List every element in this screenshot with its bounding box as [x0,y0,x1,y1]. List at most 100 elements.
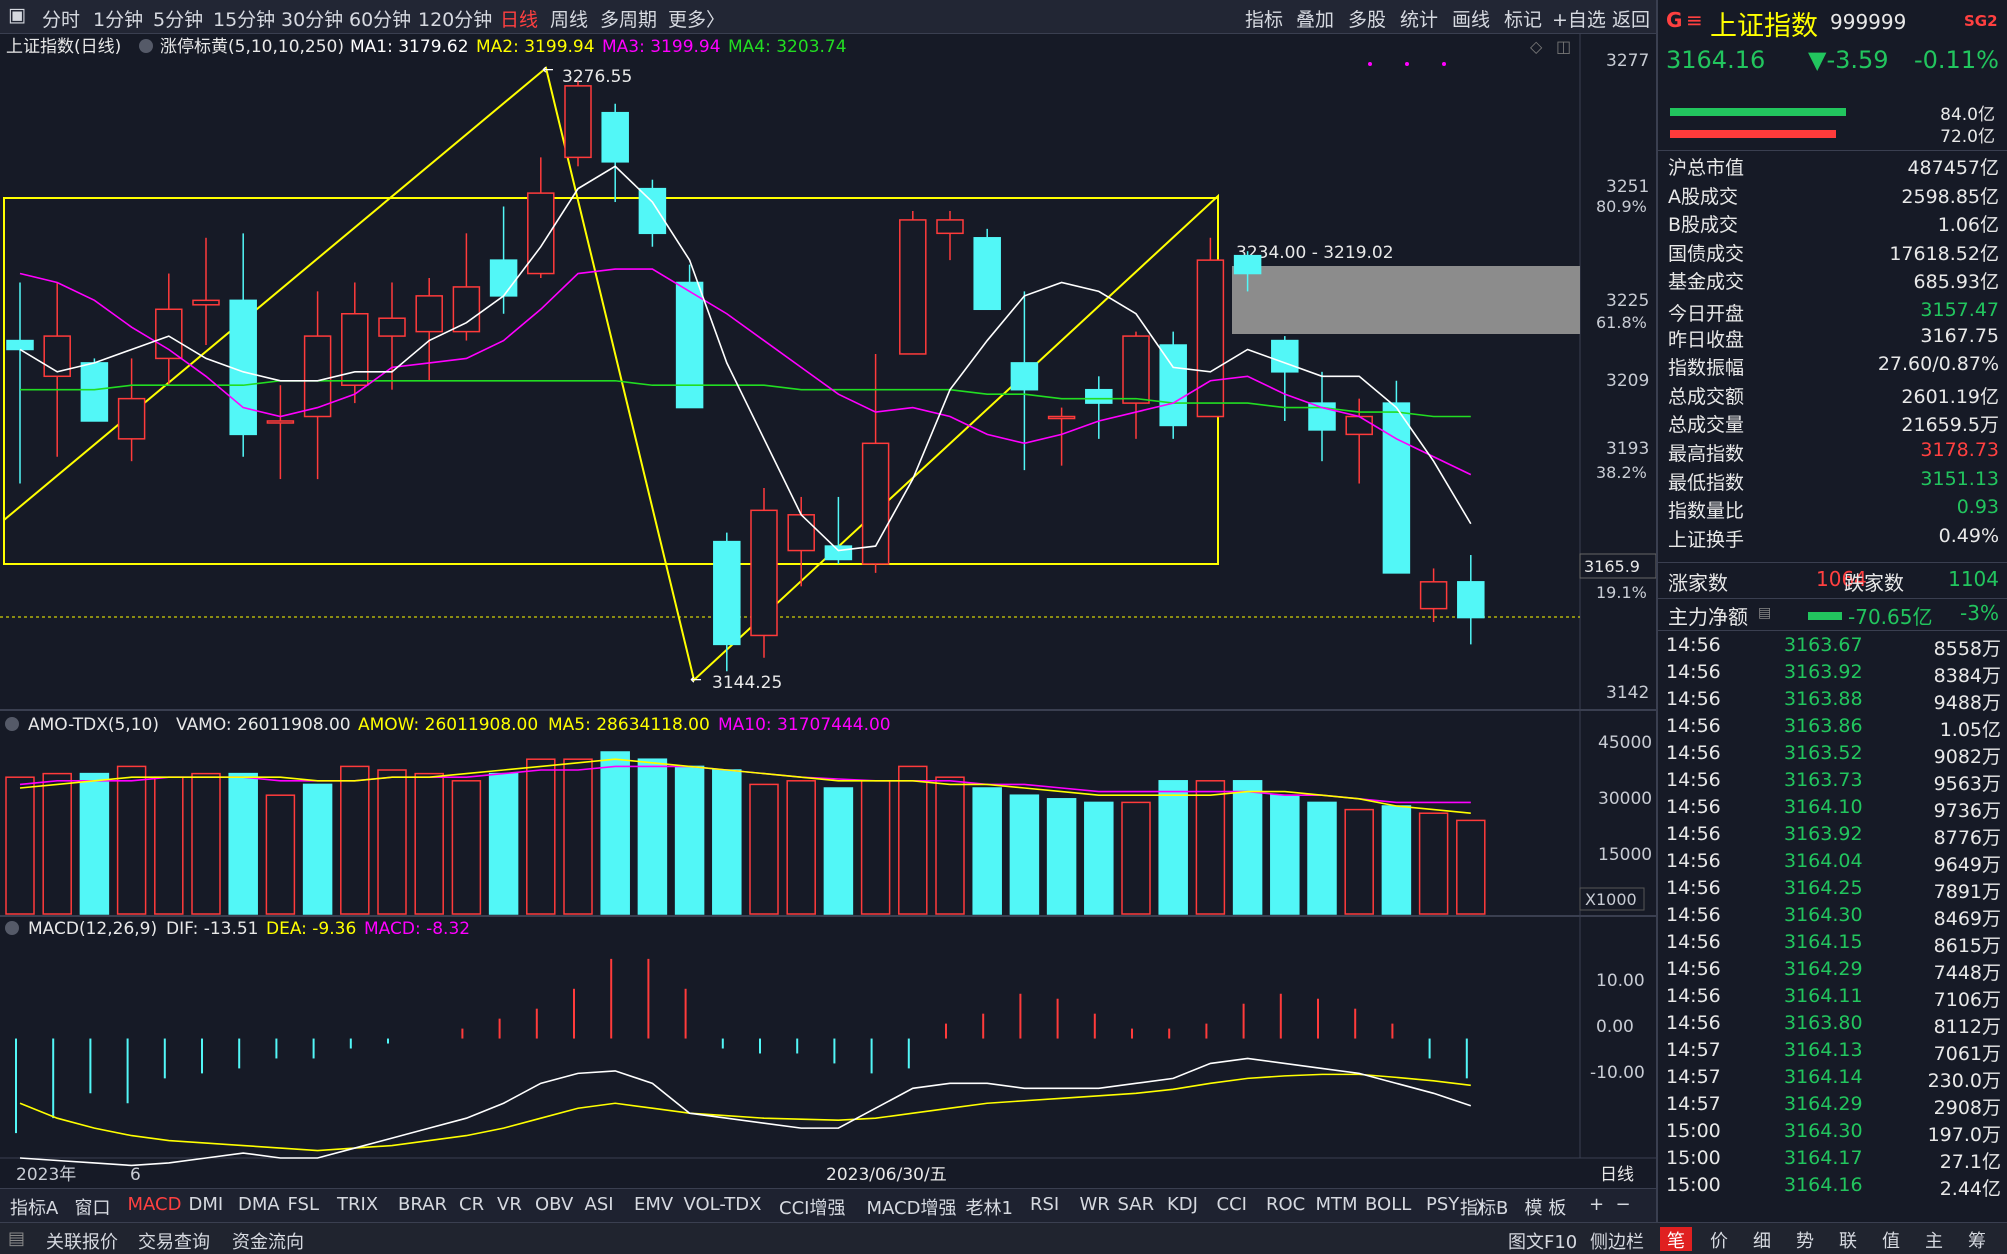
candle[interactable] [1196,259,1225,418]
indicator-tab[interactable]: + [1589,1194,1605,1215]
candle[interactable] [80,362,109,422]
period-tab[interactable]: 30分钟 [281,9,344,31]
indicator-tab[interactable]: 窗口 [74,1198,111,1219]
net-info-icon[interactable]: ▤ [1758,605,1772,621]
indicator-tab[interactable]: DMI [188,1194,224,1215]
candle[interactable] [1457,581,1485,619]
candle[interactable] [899,219,927,355]
status-link[interactable]: 资金流向 [232,1232,304,1253]
window-icon[interactable]: ◫ [1556,37,1571,56]
candle[interactable] [452,286,481,333]
candle[interactable] [117,397,146,440]
indicator-tab[interactable]: EMV [634,1194,674,1215]
indicator-tab[interactable]: ASI [584,1194,614,1215]
candle[interactable] [973,237,1001,311]
candle[interactable] [489,259,518,297]
status-link[interactable]: 交易查询 [138,1232,210,1253]
period-tab[interactable]: 60分钟 [349,9,412,31]
candle[interactable] [192,299,220,306]
tool-button[interactable]: +自选 [1552,9,1606,31]
panel-switch-button[interactable]: 值 [1882,1231,1900,1252]
candle[interactable] [266,420,295,424]
candle[interactable] [824,545,853,561]
tool-button[interactable]: 指标 [1245,9,1284,31]
status-link[interactable]: 关联报价 [46,1232,118,1253]
tool-button[interactable]: 多股 [1348,9,1387,31]
status-link[interactable]: 图文F10 [1508,1232,1578,1253]
period-tab[interactable]: 周线 [550,9,589,31]
period-tab-active[interactable]: 日线 [500,9,539,31]
candle[interactable] [303,335,332,418]
candle[interactable] [415,295,443,333]
indicator-tab[interactable]: TRIX [337,1194,379,1215]
candle[interactable] [1159,344,1187,427]
tool-button[interactable]: 统计 [1400,9,1439,31]
indicator-tab[interactable]: OBV [535,1194,574,1215]
indicator-tab[interactable]: PSY [1426,1194,1460,1215]
indicator-tab[interactable]: SAR [1117,1194,1155,1215]
indicator-tab[interactable]: 指标A [10,1198,59,1219]
indicator-tab[interactable]: DMA [238,1194,280,1215]
indicator-tab[interactable]: FSL [287,1194,320,1215]
candle[interactable] [1233,254,1262,275]
candle[interactable] [787,514,815,552]
candle[interactable] [713,540,741,646]
candle[interactable] [1419,581,1448,610]
candle[interactable] [750,509,778,637]
period-tab[interactable]: 多周期 [600,9,658,31]
candle[interactable] [638,187,667,235]
period-tab[interactable]: 更多〉 [668,9,726,31]
chart-area[interactable]: 上证指数(日线) 涨停标黄(5,10,10,250) MA1: 3179.62 … [0,34,1657,1188]
list-icon[interactable]: ≡ [1686,8,1703,32]
candle[interactable] [229,299,257,436]
indicator-tab[interactable]: RSI [1030,1194,1060,1215]
panel-switch-button[interactable]: 价 [1710,1231,1728,1252]
indicator-tab[interactable]: 〉 [1475,1198,1494,1219]
indicator-tab[interactable]: ROC [1266,1194,1306,1215]
candle[interactable] [601,111,629,163]
candle[interactable] [936,219,964,235]
indicator-tab[interactable]: MACD增强 [866,1198,957,1219]
tool-button[interactable]: 返回 [1612,9,1651,31]
indicator-tab[interactable]: MACD [127,1194,182,1215]
candle[interactable] [378,317,406,337]
indicator-tab[interactable]: KDJ [1167,1194,1198,1215]
panel-switch-button[interactable]: 细 [1753,1231,1771,1252]
panel-switch-button[interactable]: 筹 [1968,1231,1986,1252]
indicator-tab[interactable]: CR [459,1194,485,1215]
tool-button[interactable]: 画线 [1452,9,1491,31]
candle[interactable] [564,85,592,159]
candle[interactable] [1382,402,1411,574]
candle[interactable] [155,308,183,360]
indicator-tab[interactable]: VOL-TDX [683,1194,762,1215]
candle[interactable] [1271,339,1299,373]
indicator-tab[interactable]: 模 板 [1524,1198,1567,1219]
tool-button[interactable]: 标记 [1504,9,1543,31]
candle[interactable] [1345,415,1373,436]
candle[interactable] [1047,415,1076,420]
period-tab[interactable]: 15分钟 [213,9,276,31]
indicator-tab[interactable]: CCI [1216,1194,1247,1215]
period-tab[interactable]: 120分钟 [418,9,493,31]
indicator-tab[interactable]: − [1615,1194,1631,1215]
panel-switch-button[interactable]: 笔 [1660,1227,1692,1252]
indicator-tab[interactable]: 指标B [1460,1198,1509,1219]
candle[interactable] [1010,362,1039,391]
settings-icon[interactable] [139,39,153,53]
tool-button[interactable]: 叠加 [1296,9,1335,31]
candle[interactable] [1085,388,1113,404]
indicator-tab[interactable]: BRAR [398,1194,447,1215]
candle[interactable] [6,339,34,351]
panel-switch-button[interactable]: 联 [1839,1231,1857,1252]
status-menu-icon[interactable]: ▤ [8,1228,26,1249]
drawn-zigzag-line[interactable] [3,66,1219,682]
settings-icon[interactable] [5,717,19,731]
panel-switch-button[interactable]: 主 [1925,1231,1943,1252]
panel-switch-button[interactable]: 势 [1796,1231,1814,1252]
candle[interactable] [675,281,704,409]
period-tab[interactable]: 5分钟 [153,9,204,31]
indicator-tab[interactable]: 老林1 [965,1198,1013,1219]
indicator-tab[interactable]: BOLL [1365,1194,1412,1215]
status-link[interactable]: 侧边栏 [1590,1232,1644,1253]
candle[interactable] [861,442,890,565]
